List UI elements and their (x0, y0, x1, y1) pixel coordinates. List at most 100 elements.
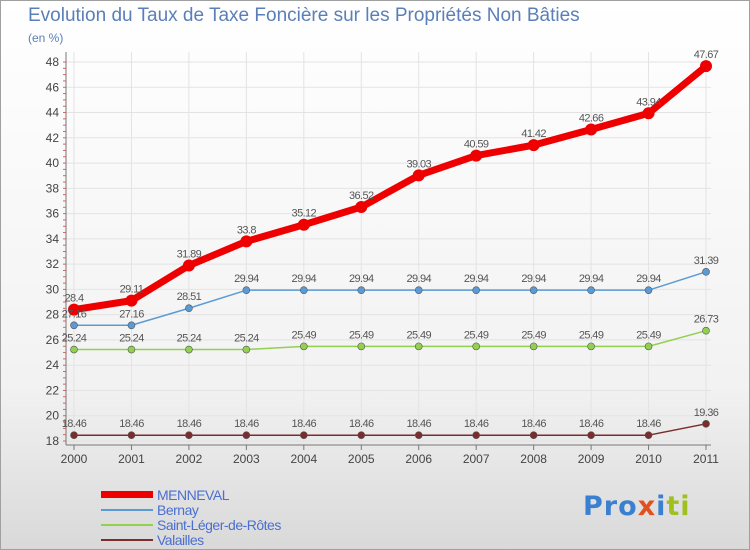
data-label: 31.39 (694, 255, 719, 267)
data-point (357, 286, 366, 294)
x-tick-label: 2008 (520, 452, 547, 466)
data-point (642, 107, 655, 120)
data-point (414, 431, 423, 439)
data-point (357, 342, 366, 351)
y-tick-label: 24 (46, 358, 60, 372)
data-label: 18.46 (464, 418, 489, 430)
data-point (585, 123, 598, 136)
data-label: 25.49 (292, 329, 317, 341)
data-point (587, 286, 595, 294)
legend-label: Valailles (157, 531, 204, 548)
data-point (357, 431, 366, 439)
series-line-2 (73, 329, 707, 351)
data-point (587, 342, 595, 351)
data-label: 43.94 (636, 96, 661, 108)
data-point (529, 431, 538, 439)
data-label: 18.46 (119, 418, 144, 430)
data-label: 33.8 (237, 224, 256, 236)
data-label: 18.46 (349, 418, 374, 430)
y-tick-label: 40 (46, 156, 60, 170)
data-point (472, 342, 480, 351)
data-point (644, 431, 653, 439)
x-tick-label: 2009 (578, 452, 605, 466)
legend-item-bernay: Bernay (101, 502, 281, 518)
data-label: 29.94 (234, 273, 259, 285)
data-label: 28.51 (177, 291, 202, 303)
data-point (529, 342, 538, 351)
legend: MENNEVAL Bernay Saint-Léger-de-Rôtes Val… (101, 487, 281, 548)
data-point (300, 342, 308, 351)
data-label: 18.46 (234, 418, 259, 430)
data-label: 18.46 (579, 418, 604, 430)
data-point (127, 345, 136, 354)
data-label: 35.12 (292, 208, 317, 220)
data-point (414, 286, 423, 294)
data-label: 26.73 (694, 314, 719, 326)
data-point (70, 321, 78, 330)
logo-letter: P (583, 491, 604, 522)
y-tick-label: 20 (46, 409, 60, 423)
data-point (242, 431, 251, 439)
data-point (702, 420, 710, 428)
data-label: 29.94 (349, 273, 374, 285)
y-tick-label: 34 (46, 232, 60, 246)
x-tick-label: 2002 (176, 452, 203, 466)
data-label: 27.16 (119, 308, 144, 320)
data-point (185, 345, 193, 354)
data-point (185, 304, 193, 313)
data-label: 28.4 (64, 293, 83, 305)
data-point (702, 326, 710, 335)
data-label: 18.46 (636, 418, 661, 430)
logo-letter: i (656, 491, 667, 522)
data-point (472, 286, 480, 294)
y-tick-label: 36 (46, 207, 60, 221)
x-tick-label: 2005 (348, 452, 375, 466)
data-label: 36.52 (349, 190, 374, 202)
y-tick-label: 48 (46, 55, 60, 69)
y-tick-label: 22 (46, 383, 60, 397)
logo-letter: o (618, 491, 638, 522)
data-label: 25.24 (177, 333, 202, 345)
data-label: 18.46 (62, 418, 87, 430)
data-label: 25.24 (62, 333, 87, 345)
data-point (125, 294, 138, 307)
series-line-3 (73, 423, 707, 436)
data-label: 25.49 (579, 329, 604, 341)
data-point (587, 431, 595, 439)
data-label: 29.94 (292, 273, 317, 285)
data-label: 25.24 (234, 333, 259, 345)
data-label: 41.42 (521, 128, 546, 140)
y-tick-label: 46 (46, 80, 60, 94)
data-point (127, 431, 136, 439)
data-point (242, 345, 251, 354)
legend-item-saint-leger-de-rotes: Saint-Léger-de-Rôtes (101, 516, 281, 533)
y-tick-label: 32 (46, 257, 60, 271)
data-point (300, 431, 308, 439)
y-tick-label: 18 (46, 434, 60, 448)
x-tick-label: 2003 (233, 452, 260, 466)
data-point (182, 259, 195, 272)
legend-label: Saint-Léger-de-Rôtes (157, 516, 281, 533)
data-point (355, 201, 368, 214)
data-point (644, 286, 653, 294)
x-tick-label: 2006 (405, 452, 432, 466)
data-label: 18.46 (177, 418, 202, 430)
x-tick-label: 2010 (635, 452, 662, 466)
data-point (414, 342, 423, 351)
data-label: 29.94 (406, 273, 431, 285)
data-label: 31.89 (177, 249, 202, 261)
data-point (70, 345, 78, 354)
y-tick-label: 28 (46, 308, 60, 322)
data-point (529, 286, 538, 294)
data-point (185, 431, 193, 439)
data-label: 25.49 (636, 329, 661, 341)
data-label: 19.36 (694, 407, 719, 419)
legend-swatch-valailles (101, 538, 153, 541)
data-label: 25.49 (521, 329, 546, 341)
legend-item-menneval: MENNEVAL (101, 487, 281, 503)
y-tick-label: 42 (46, 131, 60, 145)
series-line-1 (73, 271, 707, 327)
data-label: 47.67 (694, 49, 719, 61)
data-label: 27.16 (62, 308, 87, 320)
